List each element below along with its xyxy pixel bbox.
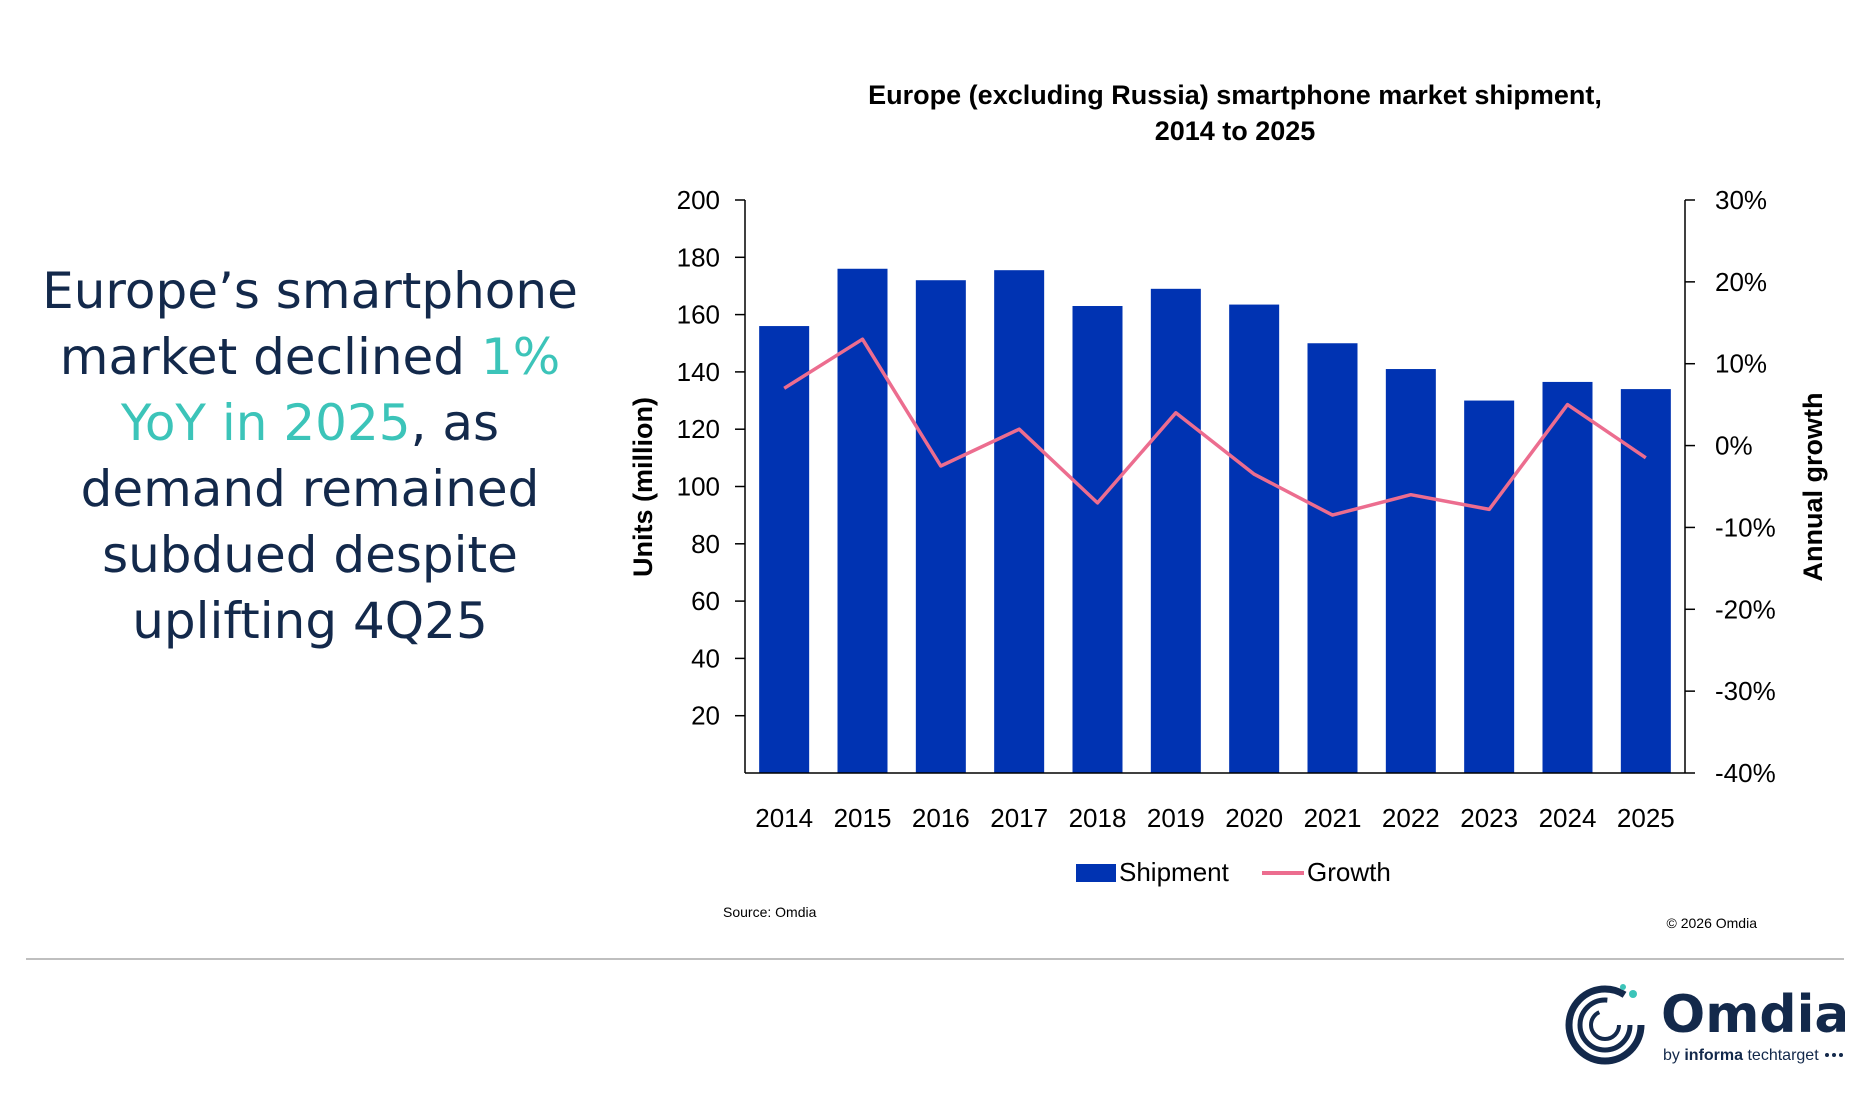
chart-title-line-2: 2014 to 2025: [1155, 116, 1316, 146]
legend-shipment-label: Shipment: [1119, 857, 1230, 887]
x-tick-label-2018: 2018: [1069, 803, 1127, 833]
y-right-tick-label-7: 30%: [1715, 185, 1767, 215]
y-right-tick-label-3: -10%: [1715, 512, 1776, 542]
x-tick-label-2024: 2024: [1539, 803, 1597, 833]
omdia-logo-tagline: by informa techtarget: [1663, 1047, 1819, 1064]
y-tick-label-100: 100: [677, 472, 720, 502]
y-axis-label: Units (million): [628, 397, 658, 577]
y-right-tick-label-6: 20%: [1715, 267, 1767, 297]
x-tick-label-2021: 2021: [1304, 803, 1362, 833]
y-right-tick-label-5: 10%: [1715, 349, 1767, 379]
bar-2023: [1464, 400, 1515, 773]
x-tick-label-2023: 2023: [1460, 803, 1518, 833]
omdia-logo-wordmark: Omdia: [1661, 985, 1845, 1045]
omdia-logo-icon: [1565, 984, 1645, 1065]
headline: Europe’s smartphone market declined 1% Y…: [30, 258, 590, 654]
bar-2019: [1150, 288, 1201, 773]
y-tick-label-180: 180: [677, 242, 720, 272]
shipment-chart: Europe (excluding Russia) smartphone mar…: [628, 80, 1828, 931]
y-tick-label-20: 20: [691, 701, 720, 731]
tagline-dots-icon: [1825, 1053, 1843, 1057]
legend: Shipment Growth: [1076, 857, 1391, 887]
bar-2017: [994, 270, 1045, 773]
tagline-brand: informa: [1684, 1047, 1743, 1064]
y-tick-label-80: 80: [691, 529, 720, 559]
y-right-tick-label-2: -20%: [1715, 594, 1776, 624]
copyright-note: © 2026 Omdia: [1667, 915, 1758, 931]
y-axis-right-label: Annual growth: [1798, 393, 1828, 582]
x-tick-label-2017: 2017: [990, 803, 1048, 833]
y-right-tick-label-4: 0%: [1715, 431, 1753, 461]
bar-2018: [1072, 306, 1123, 773]
y-tick-label-160: 160: [677, 300, 720, 330]
y-tick-label-40: 40: [691, 643, 720, 673]
y-tick-label-120: 120: [677, 414, 720, 444]
x-tick-label-2019: 2019: [1147, 803, 1205, 833]
left-axis: 20 40 60 80 100 120 140 160 180 200: [677, 185, 746, 773]
bar-2021: [1307, 343, 1358, 773]
x-tick-labels: 2014 2015 2016 2017 2018 2019 2020 2021 2022 2023…: [755, 803, 1675, 833]
x-tick-label-2025: 2025: [1617, 803, 1675, 833]
x-tick-label-2020: 2020: [1225, 803, 1283, 833]
x-tick-label-2022: 2022: [1382, 803, 1440, 833]
tagline-by: by: [1663, 1047, 1680, 1064]
x-tick-label-2016: 2016: [912, 803, 970, 833]
bar-series: [759, 268, 1671, 773]
y-right-tick-label-0: -40%: [1715, 758, 1776, 788]
growth-series: [783, 337, 1647, 517]
bar-2024: [1542, 381, 1593, 773]
headline-highlight: 1% YoY in 2025: [120, 328, 561, 452]
bar-2014: [759, 326, 810, 773]
growth-line: [783, 337, 1647, 517]
y-tick-label-140: 140: [677, 357, 720, 387]
bar-2016: [915, 280, 966, 773]
bar-2020: [1229, 304, 1280, 773]
source-note: Source: Omdia: [723, 904, 817, 920]
bar-2015: [837, 268, 888, 773]
x-tick-label-2014: 2014: [755, 803, 813, 833]
divider: [26, 958, 1844, 960]
y-tick-label-200: 200: [677, 185, 720, 215]
legend-shipment-swatch: [1076, 864, 1116, 882]
tagline-rest: techtarget: [1747, 1047, 1819, 1064]
headline-text-end: , as demand remained subdued despite upl…: [80, 394, 540, 650]
omdia-logo: Omdia by informa techtarget: [1565, 984, 1845, 1065]
chart-title-line-1: Europe (excluding Russia) smartphone mar…: [868, 80, 1602, 110]
right-axis: -40% -30% -20% -10% 0% 10% 20% 30%: [1684, 185, 1776, 788]
headline-text: Europe’s smartphone market declined: [42, 262, 578, 386]
bar-2022: [1385, 369, 1436, 773]
legend-growth-label: Growth: [1307, 857, 1391, 887]
y-tick-label-60: 60: [691, 586, 720, 616]
bar-2025: [1620, 389, 1671, 773]
y-right-tick-label-1: -30%: [1715, 676, 1776, 706]
x-tick-label-2015: 2015: [834, 803, 892, 833]
